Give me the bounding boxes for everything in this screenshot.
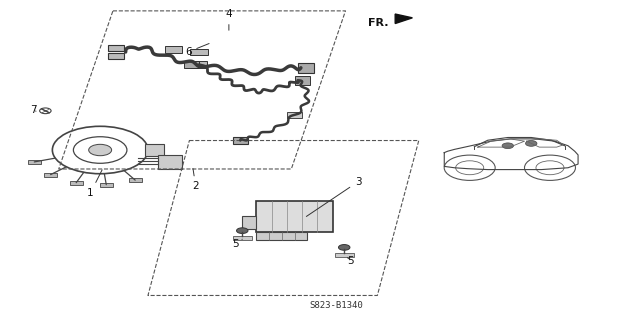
Bar (256, 201, 333, 232)
Bar (157, 155, 182, 169)
Bar (335, 253, 354, 257)
Text: 5: 5 (232, 239, 243, 249)
Bar (243, 216, 256, 229)
Circle shape (89, 144, 111, 156)
Bar (298, 63, 314, 72)
Bar (287, 112, 302, 118)
Text: 4: 4 (225, 9, 232, 30)
Bar (256, 232, 307, 240)
Text: 2: 2 (193, 168, 199, 191)
Circle shape (502, 143, 513, 149)
Text: 1: 1 (87, 170, 102, 198)
Bar (233, 137, 248, 144)
Bar (44, 173, 57, 177)
Bar (108, 53, 124, 59)
Bar (100, 183, 113, 187)
Bar (191, 61, 207, 69)
Circle shape (525, 141, 537, 146)
Bar (184, 62, 199, 68)
Text: FR.: FR. (368, 18, 388, 28)
Text: S823-B1340: S823-B1340 (309, 301, 363, 310)
Circle shape (339, 245, 350, 250)
Bar (190, 49, 208, 55)
Text: 6: 6 (185, 43, 209, 57)
Bar (164, 46, 182, 53)
Text: 7: 7 (30, 105, 36, 115)
Bar (145, 144, 164, 156)
Text: 5: 5 (348, 256, 354, 266)
Polygon shape (395, 14, 412, 24)
Text: 3: 3 (307, 177, 362, 217)
Bar (70, 181, 83, 185)
Bar (129, 178, 141, 182)
Bar (233, 236, 252, 240)
Bar (108, 45, 124, 51)
Bar (28, 160, 41, 164)
Bar (294, 76, 310, 85)
Circle shape (237, 228, 248, 234)
